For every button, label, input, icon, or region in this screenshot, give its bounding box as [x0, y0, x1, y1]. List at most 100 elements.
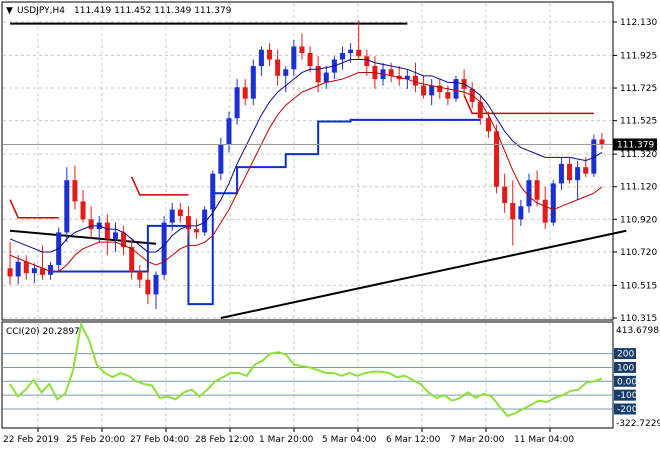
cci-level-label: -100	[617, 391, 638, 401]
cci-panel	[1, 321, 614, 429]
time-tick-label: 28 Feb 12:00	[195, 435, 254, 445]
candle-body	[31, 268, 37, 274]
candle	[477, 95, 483, 125]
candle-body	[599, 139, 605, 145]
price-tick-label: 110.515	[620, 281, 657, 291]
candle	[283, 66, 289, 93]
candle-body	[583, 167, 589, 174]
candle-body	[210, 173, 216, 210]
candle-body	[39, 268, 45, 275]
candle-body	[494, 131, 500, 187]
candle-body	[7, 268, 13, 277]
cci-level-tag	[614, 389, 636, 401]
candle-body	[258, 49, 264, 67]
candle	[567, 157, 573, 184]
time-tick-label: 25 Feb 20:00	[66, 435, 125, 445]
candle-body	[421, 85, 427, 96]
candle-body	[291, 46, 297, 70]
candle-body	[250, 66, 256, 99]
blue-step-line	[50, 118, 481, 306]
candle	[202, 206, 208, 236]
candle	[453, 75, 459, 102]
moving-averages	[9, 59, 603, 273]
cci-title: CCI(20) 20.2897	[6, 327, 80, 337]
candle-body	[315, 66, 321, 83]
candle-body	[137, 271, 143, 280]
candle	[275, 49, 281, 86]
price-tick-label: 111.525	[620, 117, 657, 127]
candle-body	[275, 59, 281, 76]
red-step-line	[463, 95, 594, 115]
cci-top-label: 413.6798	[616, 326, 659, 336]
candle	[291, 39, 297, 76]
candle	[558, 157, 564, 190]
current-price-marker: 111.379	[3, 138, 657, 151]
candle	[80, 189, 86, 223]
time-tick-label: 1 Mar 20:00	[259, 435, 314, 445]
candle-body	[526, 180, 532, 207]
candle-body	[445, 92, 451, 99]
candle	[15, 255, 21, 285]
candle	[145, 268, 151, 305]
candle-body	[283, 69, 289, 76]
candle	[599, 132, 605, 150]
candle-body	[412, 75, 418, 86]
candle	[194, 219, 200, 239]
candle-body	[242, 87, 248, 99]
candle	[210, 170, 216, 215]
candle	[121, 225, 127, 256]
candle	[502, 173, 508, 213]
candle	[185, 206, 191, 236]
time-tick-label: 22 Feb 2019	[3, 435, 59, 445]
time-axis: 22 Feb 2019 25 Feb 20:00 27 Feb 04:00 28 Fe…	[3, 428, 574, 445]
cci-bottom-label: -322.7229	[616, 419, 660, 429]
candle-body	[80, 201, 86, 220]
candle	[575, 160, 581, 200]
candle	[412, 62, 418, 93]
candle	[112, 222, 118, 252]
candle-body	[72, 180, 78, 202]
candle-body	[518, 206, 524, 220]
candle-body	[161, 222, 167, 275]
cci-level-tag	[614, 403, 636, 415]
candle-body	[194, 229, 200, 233]
candle-body	[153, 274, 159, 295]
cci-grid	[37, 323, 551, 427]
candle	[242, 79, 248, 106]
candle	[23, 255, 29, 280]
candle-body	[502, 186, 508, 204]
candle	[129, 238, 135, 280]
ma-slow-line	[9, 72, 603, 273]
candle	[364, 49, 370, 76]
price-tick-label: 110.920	[620, 215, 657, 225]
price-tick-label: 110.315	[620, 314, 657, 324]
cci-line	[9, 321, 603, 418]
chart-ohlc-label: 111.419 111.452 111.349 111.379	[74, 6, 232, 16]
candle	[72, 165, 78, 210]
candle-body	[145, 279, 151, 295]
current-price-label: 111.379	[617, 140, 654, 150]
time-tick-label: 11 Mar 04:00	[514, 435, 574, 445]
time-tick-label: 6 Mar 12:00	[386, 435, 441, 445]
candle-body	[364, 56, 370, 67]
candle	[307, 46, 313, 73]
candle	[429, 79, 435, 106]
candle-body	[202, 209, 208, 233]
price-tick-label: 111.925	[620, 51, 657, 61]
candle	[542, 186, 548, 230]
candle-body	[177, 209, 183, 217]
step-lines	[9, 95, 594, 306]
price-panel	[1, 1, 614, 321]
time-tick-label: 5 Mar 04:00	[322, 435, 377, 445]
candle	[339, 46, 345, 70]
candle	[88, 206, 94, 239]
candle	[526, 173, 532, 213]
price-tick-label: 111.320	[620, 150, 657, 160]
price-grid	[3, 3, 612, 319]
chart-menu-glyph[interactable]: ▼	[6, 6, 13, 16]
candle	[177, 203, 183, 223]
candle	[169, 203, 175, 231]
cci-series-line	[9, 321, 603, 418]
price-axis-labels: 112.130 111.925 111.725 111.525 111.320 111.1…	[613, 18, 657, 324]
